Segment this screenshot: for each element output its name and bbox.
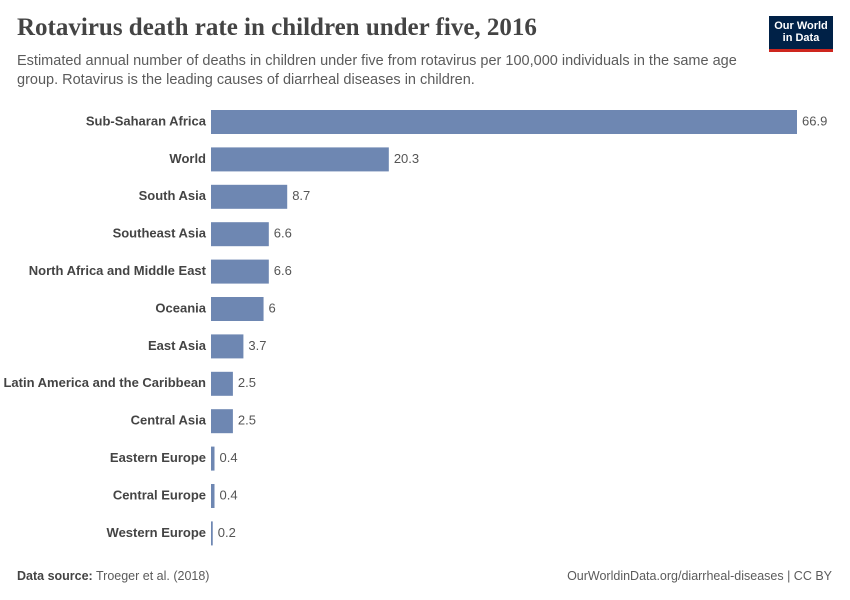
category-label: North Africa and Middle East <box>29 263 207 278</box>
chart: Sub-Saharan Africa 66.9 World 20.3 South Asi… <box>3 110 827 546</box>
bar <box>211 297 264 321</box>
category-label: Oceania <box>155 300 206 315</box>
category-label: Eastern Europe <box>110 450 206 465</box>
bar <box>211 371 233 396</box>
bar <box>211 484 215 508</box>
bar <box>211 184 288 209</box>
category-label: Southeast Asia <box>113 226 207 241</box>
bar <box>211 446 215 471</box>
bar <box>211 521 213 546</box>
bar <box>211 334 244 359</box>
value-label: 66.9 <box>802 113 827 128</box>
bar <box>211 259 269 284</box>
category-label: Central Europe <box>113 487 206 502</box>
category-label: Latin America and the Caribbean <box>3 375 206 390</box>
value-label: 2.5 <box>238 413 256 428</box>
logo-line: in Data <box>782 32 820 44</box>
value-label: 6 <box>269 300 276 315</box>
logo[interactable]: Our World in Data <box>769 16 833 52</box>
category-label: World <box>169 151 206 166</box>
value-label: 0.2 <box>218 525 236 540</box>
source[interactable]: Troeger et al. (2018) <box>95 569 210 583</box>
bar <box>211 409 233 434</box>
source-note: Data source: Troeger et al. (2018) <box>17 569 209 583</box>
value-label: 6.6 <box>274 263 292 278</box>
category-label: East Asia <box>148 338 207 353</box>
value-label: 8.7 <box>292 188 310 203</box>
value-label: 20.3 <box>394 151 419 166</box>
value-label: 0.4 <box>220 450 238 465</box>
logo-line: Our World <box>774 20 828 32</box>
category-label: Western Europe <box>107 525 206 540</box>
bar <box>211 222 269 247</box>
footer-link[interactable]: OurWorldinData.org/diarrheal-diseases | … <box>567 569 832 583</box>
value-label: 0.4 <box>220 487 238 502</box>
source-label: Data source: <box>17 569 93 583</box>
value-label: 2.5 <box>238 375 256 390</box>
bar <box>211 110 797 134</box>
value-label: 6.6 <box>274 226 292 241</box>
category-label: Sub-Saharan Africa <box>86 113 207 128</box>
category-label: Central Asia <box>131 413 207 428</box>
value-label: 3.7 <box>248 338 266 353</box>
category-label: South Asia <box>139 188 207 203</box>
bar <box>211 147 389 172</box>
chart-title: Rotavirus death rate in children under f… <box>17 14 537 41</box>
chart-subtitle: Estimated annual number of deaths in chi… <box>17 53 737 88</box>
